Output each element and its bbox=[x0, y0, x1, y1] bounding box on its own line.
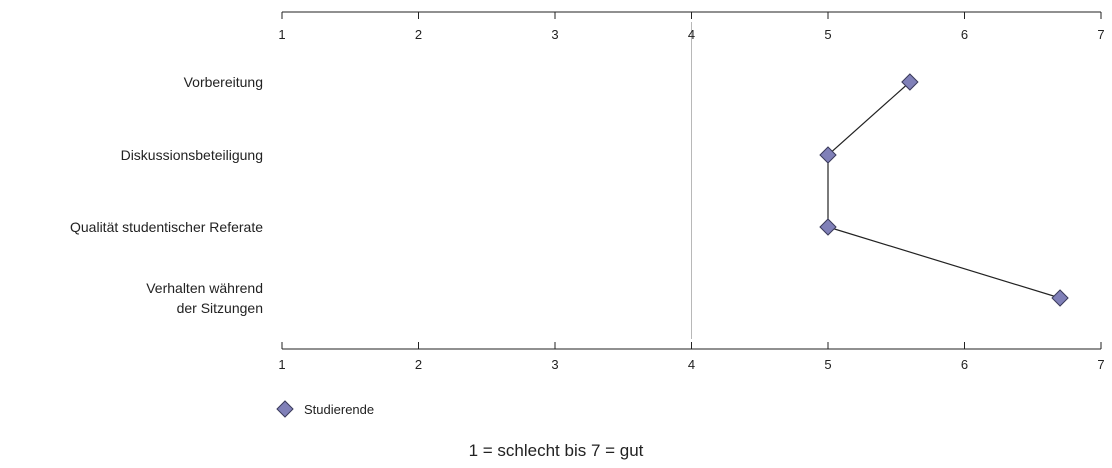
category-label: Vorbereitung bbox=[184, 74, 263, 90]
category-label: Qualität studentischer Referate bbox=[70, 219, 263, 235]
bottom-tick-label: 6 bbox=[961, 357, 968, 372]
scale-note: 1 = schlecht bis 7 = gut bbox=[469, 441, 644, 460]
series-line bbox=[827, 81, 1061, 299]
data-point-diamond bbox=[819, 146, 837, 164]
top-tick-label: 3 bbox=[551, 27, 558, 42]
top-tick-label: 7 bbox=[1097, 27, 1104, 42]
legend: Studierende bbox=[276, 400, 374, 418]
category-label: Verhalten während bbox=[146, 280, 263, 296]
series-layer bbox=[819, 73, 1069, 307]
category-labels: Vorbereitung Diskussionsbeteiligung Qualit… bbox=[70, 74, 263, 316]
bottom-tick-label: 1 bbox=[278, 357, 285, 372]
category-label: der Sitzungen bbox=[177, 300, 263, 316]
bottom-tick-label: 3 bbox=[551, 357, 558, 372]
top-tick-label: 5 bbox=[824, 27, 831, 42]
bottom-tick-label: 2 bbox=[415, 357, 422, 372]
bottom-tick-label: 5 bbox=[824, 357, 831, 372]
data-point-diamond bbox=[901, 73, 919, 91]
bottom-tick-label: 7 bbox=[1097, 357, 1104, 372]
axis-layer: 1 2 3 4 5 6 7 1 2 3 4 5 6 7 bbox=[278, 11, 1105, 372]
legend-label: Studierende bbox=[304, 402, 374, 417]
bottom-tick-label: 4 bbox=[688, 357, 695, 372]
top-tick-label: 6 bbox=[961, 27, 968, 42]
legend-marker-diamond bbox=[276, 400, 294, 418]
top-tick-label: 2 bbox=[415, 27, 422, 42]
top-tick-label: 4 bbox=[688, 27, 695, 42]
category-label: Diskussionsbeteiligung bbox=[121, 147, 263, 163]
top-tick-label: 1 bbox=[278, 27, 285, 42]
data-point-diamond bbox=[819, 218, 837, 236]
data-point-diamond bbox=[1051, 289, 1069, 307]
